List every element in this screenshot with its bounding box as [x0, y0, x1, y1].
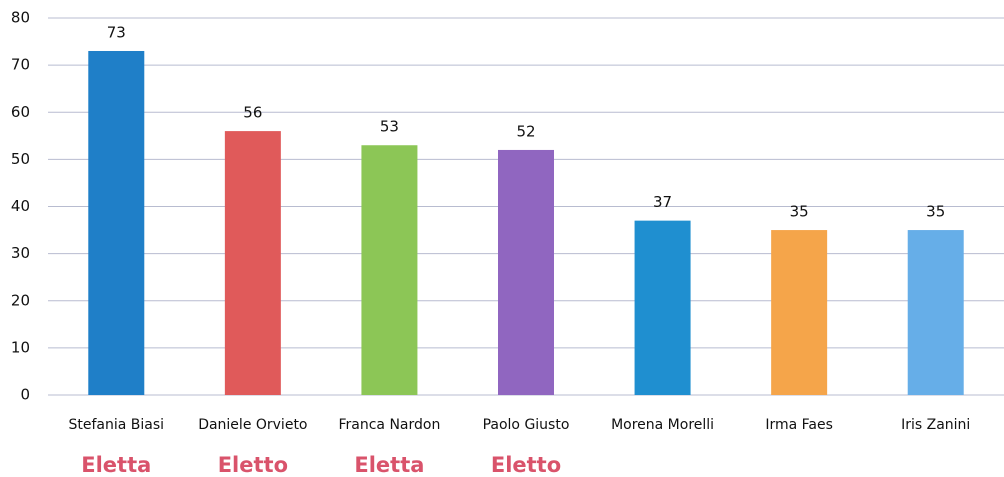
data-label: 35: [790, 203, 809, 221]
x-tick-label: Franca Nardon: [338, 417, 440, 433]
data-label: 73: [107, 23, 126, 41]
annotation: Eletta: [354, 453, 424, 477]
x-tick-label: Daniele Orvieto: [198, 417, 307, 433]
bar: [907, 230, 964, 395]
bar: [771, 230, 828, 395]
annotation: Eletta: [81, 453, 151, 477]
x-tick-label: Stefania Biasi: [69, 417, 165, 433]
y-tick-label: 70: [11, 56, 30, 74]
y-tick-label: 60: [11, 103, 30, 121]
y-tick-label: 10: [11, 338, 30, 356]
y-tick-label: 30: [11, 244, 30, 262]
y-tick-label: 20: [11, 291, 30, 309]
data-label: 52: [516, 122, 535, 140]
annotation: Eletto: [491, 453, 561, 477]
annotation: Eletto: [218, 453, 288, 477]
y-tick-label: 40: [11, 197, 30, 215]
data-label: 53: [380, 118, 399, 136]
y-tick-label: 80: [11, 9, 30, 27]
x-tick-label: Morena Morelli: [611, 417, 714, 433]
bar: [634, 220, 691, 395]
bar: [88, 50, 145, 396]
data-label: 56: [243, 104, 262, 122]
x-tick-label: Paolo Giusto: [483, 417, 570, 433]
x-tick-label: Irma Faes: [765, 417, 833, 433]
bar: [224, 131, 281, 395]
y-tick-label: 50: [11, 150, 30, 168]
y-tick-label: 0: [20, 386, 30, 404]
bar: [361, 145, 418, 395]
x-tick-label: Iris Zanini: [901, 417, 970, 433]
bar: [498, 149, 554, 395]
data-label: 35: [926, 203, 945, 221]
data-label: 37: [653, 193, 672, 211]
